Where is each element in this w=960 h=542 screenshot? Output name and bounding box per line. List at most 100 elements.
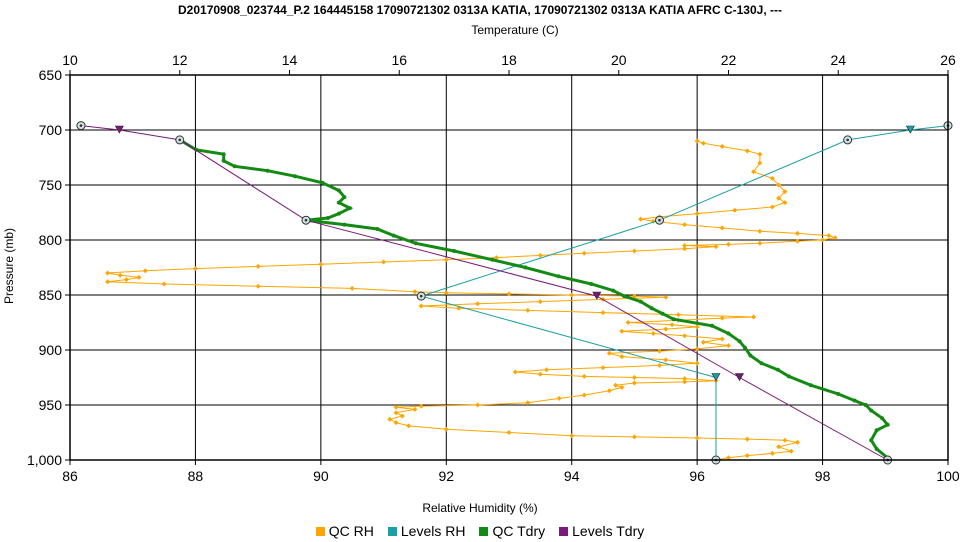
data-point-qc-tdry: [808, 383, 813, 388]
data-point-qc-rh: [192, 266, 198, 272]
data-point-qc-rh: [418, 403, 424, 409]
y-axis-ticks: 650 700 750 800 850 900 950 1,000: [27, 67, 70, 468]
data-point-qc-rh: [700, 140, 706, 146]
data-point-qc-tdry: [622, 294, 627, 299]
x-tick-label: 92: [438, 468, 454, 484]
data-point-qc-rh: [794, 439, 800, 445]
data-point-qc-tdry: [775, 367, 780, 372]
data-point-qc-tdry: [660, 311, 665, 316]
data-point-qc-rh: [613, 382, 619, 388]
data-point-qc-rh: [663, 294, 669, 300]
data-point-qc-rh: [694, 138, 700, 144]
data-point-qc-tdry: [391, 233, 396, 238]
legend-item-levels-rh[interactable]: Levels RH: [387, 523, 466, 539]
data-point-qc-rh: [669, 322, 675, 328]
series: [76, 121, 953, 465]
data-point-qc-rh: [631, 293, 637, 299]
data-point-qc-tdry: [874, 428, 879, 433]
data-point-qc-tdry: [221, 158, 226, 163]
level-triangle-tdry: [114, 125, 124, 134]
data-point-qc-rh: [619, 328, 625, 334]
data-point-qc-rh: [349, 285, 355, 291]
x-tick-label: 100: [936, 468, 960, 484]
data-point-qc-rh: [525, 307, 531, 313]
x2-tick-label: 26: [940, 52, 956, 68]
data-point-qc-rh: [537, 371, 543, 377]
data-point-qc-rh: [820, 237, 826, 243]
data-point-qc-tdry: [638, 299, 643, 304]
data-point-qc-rh: [381, 259, 387, 265]
data-point-qc-rh: [393, 404, 399, 410]
data-point-qc-rh: [525, 400, 531, 406]
data-point-qc-rh: [769, 450, 775, 456]
data-point-qc-tdry: [671, 317, 676, 322]
data-point-qc-rh: [682, 246, 688, 252]
data-point-qc-tdry: [336, 188, 341, 193]
x-tick-label: 88: [188, 468, 204, 484]
chart: D20170908_023744_P.2 164445158 170907213…: [2, 3, 960, 515]
data-point-qc-rh: [776, 195, 782, 201]
x-tick-label: 98: [815, 468, 831, 484]
data-point-qc-rh: [682, 333, 688, 339]
data-point-qc-rh: [581, 373, 587, 379]
data-point-qc-tdry: [375, 227, 380, 231]
grid: [69, 74, 949, 461]
y-tick-label: 650: [39, 67, 63, 83]
data-point-qc-rh: [657, 362, 663, 368]
x-tick-label: 86: [62, 468, 78, 484]
data-point-qc-tdry: [748, 353, 753, 358]
data-point-qc-rh: [832, 235, 838, 241]
data-point-qc-rh: [663, 357, 669, 363]
x2-tick-label: 16: [391, 52, 407, 68]
y-tick-label: 950: [39, 397, 63, 413]
data-point-qc-rh: [782, 189, 788, 195]
data-point-qc-tdry: [611, 288, 616, 293]
x-axis-label: Relative Humidity (%): [422, 501, 537, 515]
level-marker-rh-center: [658, 218, 661, 222]
data-point-qc-rh: [751, 169, 757, 175]
x2-axis-ticks: 10 12 14 16 18 20 22 24 26: [62, 52, 956, 75]
level-marker-rh-center: [846, 138, 849, 142]
data-point-qc-tdry: [726, 331, 731, 336]
level-triangle-tdry: [734, 373, 744, 382]
data-point-qc-rh: [719, 144, 725, 149]
legend-item-qc-rh[interactable]: QC RH: [315, 523, 374, 539]
data-point-qc-tdry: [874, 447, 879, 451]
data-point-qc-rh: [537, 299, 543, 305]
data-point-qc-rh: [788, 448, 794, 454]
data-point-qc-rh: [682, 222, 688, 228]
y-tick-label: 850: [39, 287, 63, 303]
data-point-qc-rh: [544, 367, 550, 373]
data-point-qc-rh: [694, 324, 700, 330]
data-point-qc-rh: [769, 204, 775, 210]
data-point-qc-rh: [412, 406, 418, 412]
data-point-qc-tdry: [880, 416, 885, 421]
data-point-qc-rh: [700, 339, 706, 345]
data-point-qc-rh: [650, 331, 656, 336]
data-point-qc-rh: [694, 360, 700, 366]
data-point-qc-tdry: [852, 398, 857, 403]
data-point-qc-rh: [726, 241, 731, 247]
data-point-qc-rh: [719, 336, 725, 342]
level-triangle-tdry: [592, 291, 602, 300]
x2-axis-label: Temperature (C): [471, 23, 558, 37]
data-point-qc-tdry: [737, 339, 742, 344]
data-point-qc-rh: [625, 320, 631, 325]
x-axis-ticks: 86 88 90 92 94 96 98 100: [62, 460, 960, 484]
data-point-qc-rh: [732, 207, 738, 213]
data-point-qc-tdry: [325, 216, 330, 220]
legend-swatch-qc-rh: [315, 526, 325, 536]
data-point-qc-rh: [606, 350, 612, 356]
legend-item-qc-tdry[interactable]: QC Tdry: [479, 523, 545, 539]
y-axis-label: Pressure (mb): [2, 228, 16, 304]
data-point-qc-tdry: [320, 180, 325, 185]
legend-swatch-levels-rh: [387, 526, 397, 536]
data-point-qc-rh: [769, 175, 775, 181]
x-tick-label: 94: [564, 468, 580, 484]
data-point-qc-tdry: [759, 361, 764, 366]
x-tick-label: 90: [313, 468, 329, 484]
data-point-qc-tdry: [786, 374, 791, 379]
data-point-qc-rh: [782, 200, 788, 206]
legend-label-levels-rh: Levels RH: [400, 523, 466, 539]
legend-item-levels-tdry[interactable]: Levels Tdry: [559, 523, 644, 539]
